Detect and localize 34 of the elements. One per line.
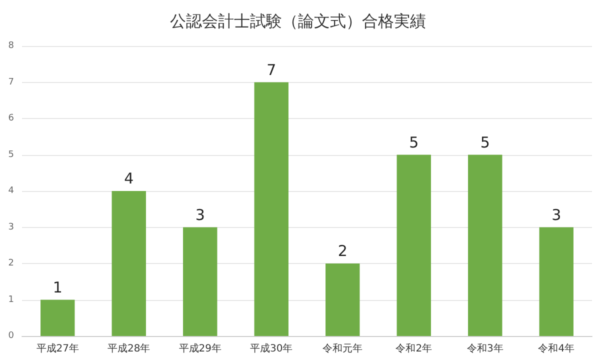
bar (112, 191, 146, 336)
data-label: 7 (266, 60, 276, 79)
y-tick-label: 6 (8, 114, 14, 124)
data-label: 5 (409, 133, 419, 152)
bar (183, 227, 218, 336)
x-tick-label: 平成29年 (178, 342, 222, 354)
y-tick-label: 4 (8, 186, 14, 196)
y-tick-label: 1 (8, 294, 14, 305)
x-tick-label: 令和4年 (538, 342, 575, 354)
data-label: 3 (552, 206, 562, 224)
y-tick-label: 3 (8, 222, 14, 232)
y-tick-label: 0 (8, 331, 14, 341)
bar (326, 264, 360, 336)
y-tick-label: 8 (8, 41, 14, 51)
y-tick-label: 7 (8, 77, 14, 88)
chart-title: 公認会計士試験（論文式）合格実績 (170, 12, 426, 30)
y-tick-label: 5 (8, 150, 14, 160)
data-label: 3 (195, 206, 205, 224)
bar (539, 227, 574, 336)
y-tick-label: 2 (8, 258, 14, 268)
x-tick-label: 平成30年 (250, 342, 293, 354)
x-tick-label: 平成28年 (108, 342, 150, 354)
bar (468, 154, 502, 336)
x-tick-label: 令和2年 (396, 342, 432, 354)
data-label: 1 (52, 278, 62, 296)
bar (40, 300, 75, 336)
x-tick-label: 令和元年 (322, 342, 363, 354)
data-label: 4 (124, 170, 134, 188)
x-tick-label: 平成27年 (36, 342, 79, 354)
bar (254, 82, 288, 336)
data-label: 2 (338, 242, 348, 260)
x-tick-label: 令和3年 (466, 342, 504, 354)
data-label: 5 (480, 133, 490, 152)
bar (396, 154, 431, 336)
